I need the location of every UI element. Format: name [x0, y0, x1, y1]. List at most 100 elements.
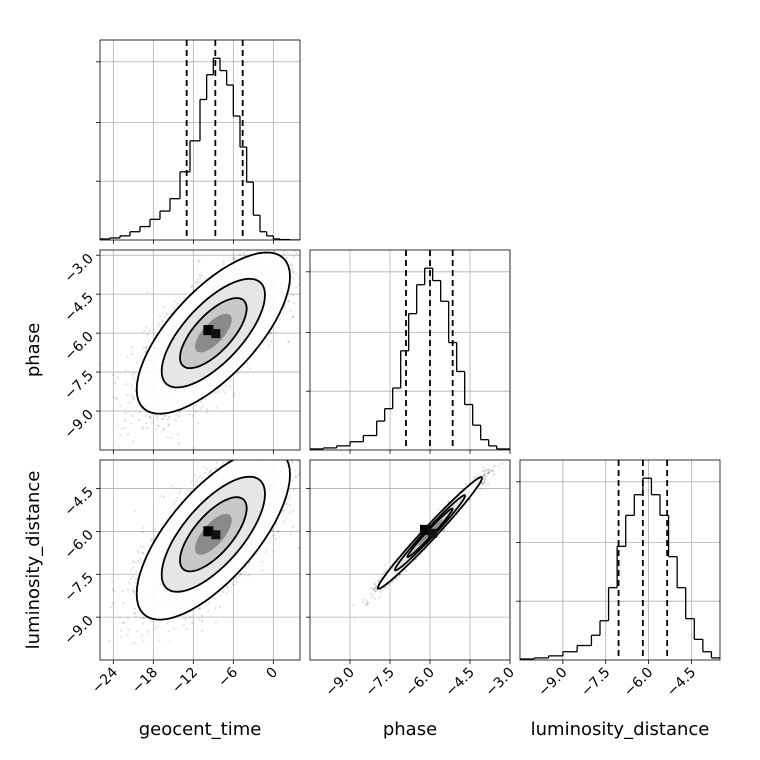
scatter-geocent-time-vs-phase-sample-point [164, 414, 167, 418]
scatter-geocent-time-vs-phase-sample-point [229, 385, 232, 388]
scatter-geocent-time-vs-phase-sample-point [156, 417, 159, 420]
scatter-geocent-time-vs-luminosity-distance-sample-point [141, 552, 145, 555]
scatter-geocent-time-vs-phase-sample-point [132, 398, 135, 401]
scatter-geocent-time-vs-phase-sample-point [150, 417, 153, 420]
scatter-geocent-time-vs-luminosity-distance-sample-point [174, 487, 178, 490]
scatter-geocent-time-vs-luminosity-distance-sample-point [195, 480, 198, 483]
scatter-geocent-time-vs-phase-sample-point [167, 416, 171, 419]
scatter-geocent-time-vs-phase-sample-point [267, 344, 271, 347]
scatter-geocent-time-vs-luminosity-distance-sample-point [120, 629, 123, 632]
scatter-geocent-time-vs-phase-sample-point [195, 282, 198, 285]
scatter-geocent-time-vs-luminosity-distance-sample-point [291, 461, 294, 464]
scatter-geocent-time-vs-phase-sample-point [166, 436, 169, 439]
scatter-geocent-time-vs-luminosity-distance-sample-point [132, 575, 135, 578]
scatter-geocent-time-vs-phase-sample-point [236, 371, 239, 374]
scatter-geocent-time-vs-luminosity-distance-sample-point [120, 636, 123, 639]
scatter-geocent-time-vs-phase-sample-point [132, 396, 135, 399]
scatter-geocent-time-vs-phase-sample-point [191, 284, 194, 288]
scatter-geocent-time-vs-phase-sample-point [145, 422, 148, 425]
scatter-geocent-time-vs-luminosity-distance-sample-point [142, 616, 145, 619]
scatter-geocent-time-vs-luminosity-distance-sample-point [214, 620, 217, 624]
scatter-geocent-time-vs-phase-sample-point [287, 300, 290, 303]
scatter-geocent-time-vs-phase-sample-point [298, 275, 300, 278]
scatter-geocent-time-vs-phase-sample-point [129, 394, 133, 397]
scatter-geocent-time-vs-luminosity-distance-sample-point [179, 489, 182, 492]
scatter-geocent-time-vs-phase-sample-point [278, 317, 281, 321]
scatter-geocent-time-vs-phase-sample-point [163, 414, 166, 417]
scatter-geocent-time-vs-phase-sample-point [270, 340, 273, 343]
scatter-geocent-time-vs-phase-sample-point [138, 411, 141, 414]
scatter-geocent-time-vs-luminosity-distance-sample-point [149, 619, 153, 622]
scatter-geocent-time-vs-phase-sample-point [161, 418, 164, 421]
hist-phase-panel [306, 249, 511, 454]
scatter-geocent-time-vs-luminosity-distance-sample-point [291, 479, 294, 482]
hist-phase-border [309, 249, 511, 451]
scatter-geocent-time-vs-phase-sample-point [295, 286, 298, 289]
scatter-geocent-time-vs-phase-sample-point [177, 433, 180, 436]
scatter-geocent-time-vs-phase-sample-point [126, 355, 129, 358]
scatter-geocent-time-vs-luminosity-distance-sample-point [122, 601, 125, 605]
scatter-geocent-time-vs-phase-sample-point [163, 315, 166, 318]
scatter-geocent-time-vs-phase-sample-point [148, 329, 152, 332]
scatter-geocent-time-vs-phase-sample-point [161, 319, 164, 323]
scatter-geocent-time-vs-phase-sample-point [249, 367, 252, 370]
scatter-geocent-time-vs-luminosity-distance-sample-point [284, 502, 288, 506]
scatter-geocent-time-vs-phase-sample-point [124, 369, 128, 372]
scatter-geocent-time-vs-luminosity-distance-sample-point [194, 483, 197, 487]
scatter-geocent-time-vs-luminosity-distance-sample-point [193, 473, 196, 476]
scatter-geocent-time-vs-phase-sample-point [130, 373, 134, 377]
scatter-geocent-time-vs-phase-sample-point [282, 307, 285, 310]
scatter-geocent-time-vs-phase-sample-point [129, 422, 132, 425]
scatter-geocent-time-vs-phase-sample-point [188, 413, 191, 416]
scatter-geocent-time-vs-luminosity-distance-sample-point [132, 641, 136, 644]
scatter-geocent-time-vs-phase-sample-point [156, 424, 160, 427]
scatter-geocent-time-vs-luminosity-distance-sample-point [235, 581, 239, 584]
scatter-geocent-time-vs-luminosity-distance-sample-point [209, 469, 213, 472]
scatter-geocent-time-vs-phase-sample-point [273, 250, 276, 253]
scatter-geocent-time-vs-phase-sample-point [222, 262, 225, 266]
scatter-geocent-time-vs-phase-sample-point [156, 325, 159, 328]
scatter-geocent-time-vs-phase-sample-point [159, 314, 162, 318]
scatter-geocent-time-vs-phase-sample-point [125, 383, 128, 386]
scatter-geocent-time-vs-luminosity-distance-sample-point [158, 639, 161, 642]
scatter-geocent-time-vs-phase-sample-point [215, 406, 218, 409]
scatter-geocent-time-vs-phase-sample-point [137, 419, 140, 422]
scatter-geocent-time-vs-phase-sample-point [199, 277, 202, 280]
scatter-geocent-time-vs-luminosity-distance-sample-point [170, 485, 173, 488]
hist-geocent-time-content [100, 40, 300, 240]
scatter-geocent-time-vs-phase-sample-point [274, 331, 277, 334]
scatter-geocent-time-vs-phase-sample-point [286, 252, 289, 255]
scatter-geocent-time-vs-phase-sample-point [131, 414, 134, 417]
scatter-geocent-time-vs-phase-sample-point [127, 432, 130, 436]
scatter-geocent-time-vs-luminosity-distance-sample-point [277, 530, 280, 533]
scatter-geocent-time-vs-phase-sample-point [295, 272, 298, 276]
scatter-geocent-time-vs-phase-sample-point [161, 428, 165, 432]
scatter-geocent-time-vs-phase-sample-point [270, 332, 273, 335]
scatter-geocent-time-vs-luminosity-distance-sample-point [271, 529, 275, 533]
scatter-geocent-time-vs-phase-sample-point [119, 404, 122, 407]
scatter-geocent-time-vs-phase-sample-point [200, 400, 203, 404]
scatter-geocent-time-vs-phase-sample-point [167, 424, 170, 427]
scatter-geocent-time-vs-phase-sample-point [177, 442, 181, 445]
scatter-geocent-time-vs-luminosity-distance-sample-point [238, 574, 241, 578]
scatter-geocent-time-vs-phase-sample-point [290, 264, 294, 267]
scatter-geocent-time-vs-luminosity-distance-sample-point [218, 605, 222, 609]
scatter-geocent-time-vs-phase-sample-point [175, 413, 178, 416]
scatter-geocent-time-vs-luminosity-distance-sample-point [185, 627, 189, 630]
scatter-geocent-time-vs-phase-sample-point [123, 426, 126, 429]
scatter-geocent-time-vs-luminosity-distance-sample-point [191, 621, 194, 624]
scatter-geocent-time-vs-phase-sample-point [243, 253, 247, 257]
scatter-geocent-time-vs-phase-sample-point [162, 427, 165, 430]
scatter-geocent-time-vs-phase-sample-point [124, 411, 127, 415]
hist-luminosity-distance-content [520, 460, 720, 660]
scatter-geocent-time-vs-phase-sample-point [144, 414, 148, 417]
scatter-geocent-time-vs-luminosity-distance-sample-point [288, 495, 291, 498]
scatter-geocent-time-vs-phase-sample-point [292, 277, 295, 280]
scatter-geocent-time-vs-luminosity-distance-sample-point [134, 616, 137, 619]
scatter-geocent-time-vs-phase-sample-point [217, 391, 220, 394]
scatter-geocent-time-vs-phase-sample-point [173, 300, 176, 303]
scatter-geocent-time-vs-phase-sample-point [211, 391, 215, 395]
scatter-geocent-time-vs-phase-sample-point [115, 397, 118, 400]
scatter-geocent-time-vs-phase-sample-point [112, 395, 115, 398]
scatter-geocent-time-vs-phase-sample-point [195, 280, 198, 284]
